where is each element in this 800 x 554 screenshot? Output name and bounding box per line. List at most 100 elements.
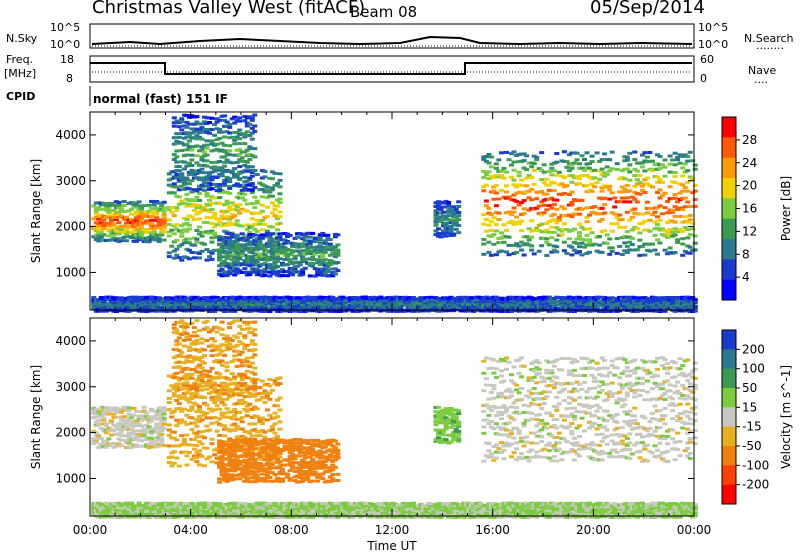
echo-cell [446, 203, 452, 207]
echo-cell [101, 224, 107, 228]
echo-cell [335, 253, 341, 257]
echo-cell [149, 222, 155, 226]
echo-cell [103, 208, 109, 212]
echo-cell [627, 218, 633, 222]
echo-cell [254, 218, 260, 222]
echo-cell [217, 254, 223, 258]
echo-cell [234, 267, 240, 271]
echo-cell [655, 191, 660, 194]
echo-cell [275, 204, 280, 208]
echo-cell [91, 296, 97, 300]
echo-cell [443, 221, 449, 225]
echo-cell [592, 176, 598, 180]
echo-cell [106, 444, 112, 448]
echo-cell [239, 251, 245, 255]
echo-cell [202, 242, 207, 246]
echo-cell [217, 217, 223, 221]
echo-cell [493, 173, 499, 177]
echo-cell [136, 204, 142, 208]
echo-cell [330, 274, 336, 278]
echo-cell [156, 422, 162, 426]
echo-cell [551, 202, 557, 206]
echo-cell [214, 420, 220, 424]
echo-cell [224, 149, 230, 153]
echo-cell [156, 300, 162, 304]
echo-cell [677, 198, 683, 202]
echo-cell [209, 437, 215, 441]
echo-cell [103, 422, 109, 426]
echo-cell [194, 251, 200, 255]
echo-cell [453, 208, 459, 211]
echo-cell [111, 408, 117, 412]
echo-cell [146, 442, 152, 446]
echo-cell [96, 422, 102, 426]
echo-cell [144, 411, 150, 415]
echo-cell [149, 432, 155, 436]
echo-cell [443, 224, 449, 228]
echo-cell [242, 142, 248, 146]
echo-cell [224, 178, 230, 182]
echo-cell [144, 430, 150, 434]
echo-cell [639, 188, 645, 192]
echo-cell [680, 229, 686, 233]
echo-cell [602, 229, 608, 233]
echo-cell [174, 149, 180, 153]
echo-cell [549, 250, 555, 254]
echo-cell [126, 406, 132, 410]
echo-cell [207, 121, 212, 124]
echo-cell [113, 217, 119, 221]
echo-cell [222, 424, 228, 428]
echo-cell [146, 203, 152, 207]
echo-cell [647, 151, 653, 154]
echo-cell [197, 440, 202, 444]
echo-cell [614, 216, 620, 220]
echo-cell [642, 151, 648, 155]
echo-cell [609, 150, 615, 154]
echo-cell [544, 237, 550, 241]
echo-cell [239, 304, 245, 308]
echo-cell [149, 238, 155, 242]
echo-cell [249, 174, 255, 178]
echo-cell [244, 169, 250, 173]
echo-cell [179, 234, 185, 238]
echo-cell [647, 297, 653, 301]
echo-cell [589, 231, 595, 235]
echo-cell [330, 271, 336, 275]
echo-cell [685, 189, 691, 193]
echo-cell [405, 305, 411, 309]
echo-cell [569, 163, 575, 167]
echo-cell [662, 300, 668, 304]
echo-cell [617, 225, 623, 229]
echo-cell [151, 427, 157, 431]
echo-cell [224, 251, 230, 255]
echo-cell [511, 160, 517, 164]
echo-cell [242, 119, 248, 123]
echo-cell [609, 249, 615, 253]
echo-cell [466, 303, 472, 306]
echo-cell [624, 250, 630, 254]
echo-cell [559, 182, 565, 186]
echo-cell [682, 226, 688, 230]
echo-cell [639, 161, 645, 165]
echo-cell [222, 259, 228, 263]
echo-cell [360, 299, 366, 303]
echo-cell [219, 130, 225, 134]
echo-cell [224, 231, 230, 235]
echo-cell [466, 297, 472, 301]
echo-cell [584, 206, 590, 210]
echo-cell [149, 416, 155, 420]
nsky-tick-bottom-right: 10^0 [698, 38, 728, 51]
echo-cell [499, 188, 504, 192]
echo-cell [335, 243, 341, 247]
echo-cell [322, 258, 328, 262]
echo-cell [456, 218, 462, 222]
echo-cell [199, 430, 205, 434]
echo-cell [141, 405, 147, 409]
echo-cell [597, 177, 603, 181]
echo-cell [257, 243, 263, 247]
echo-cell [229, 161, 235, 165]
echo-cell [194, 154, 200, 158]
echo-cell [634, 169, 640, 173]
echo-cell [217, 196, 223, 200]
